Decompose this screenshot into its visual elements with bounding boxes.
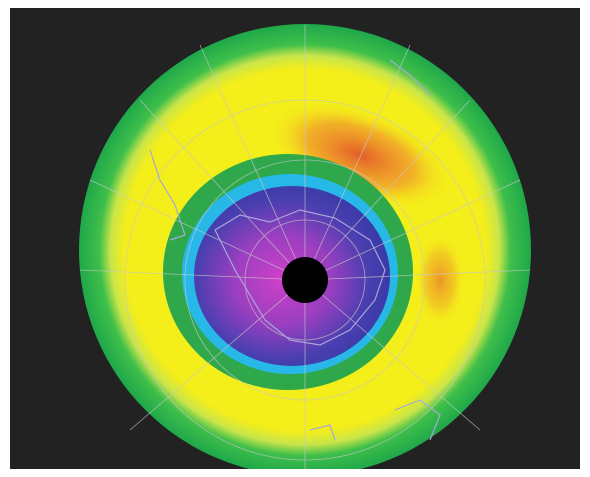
polar-gap [282,257,328,303]
high-ozone-region [415,235,465,325]
ozone-map [0,0,590,477]
globe [79,24,531,476]
page [0,0,590,477]
